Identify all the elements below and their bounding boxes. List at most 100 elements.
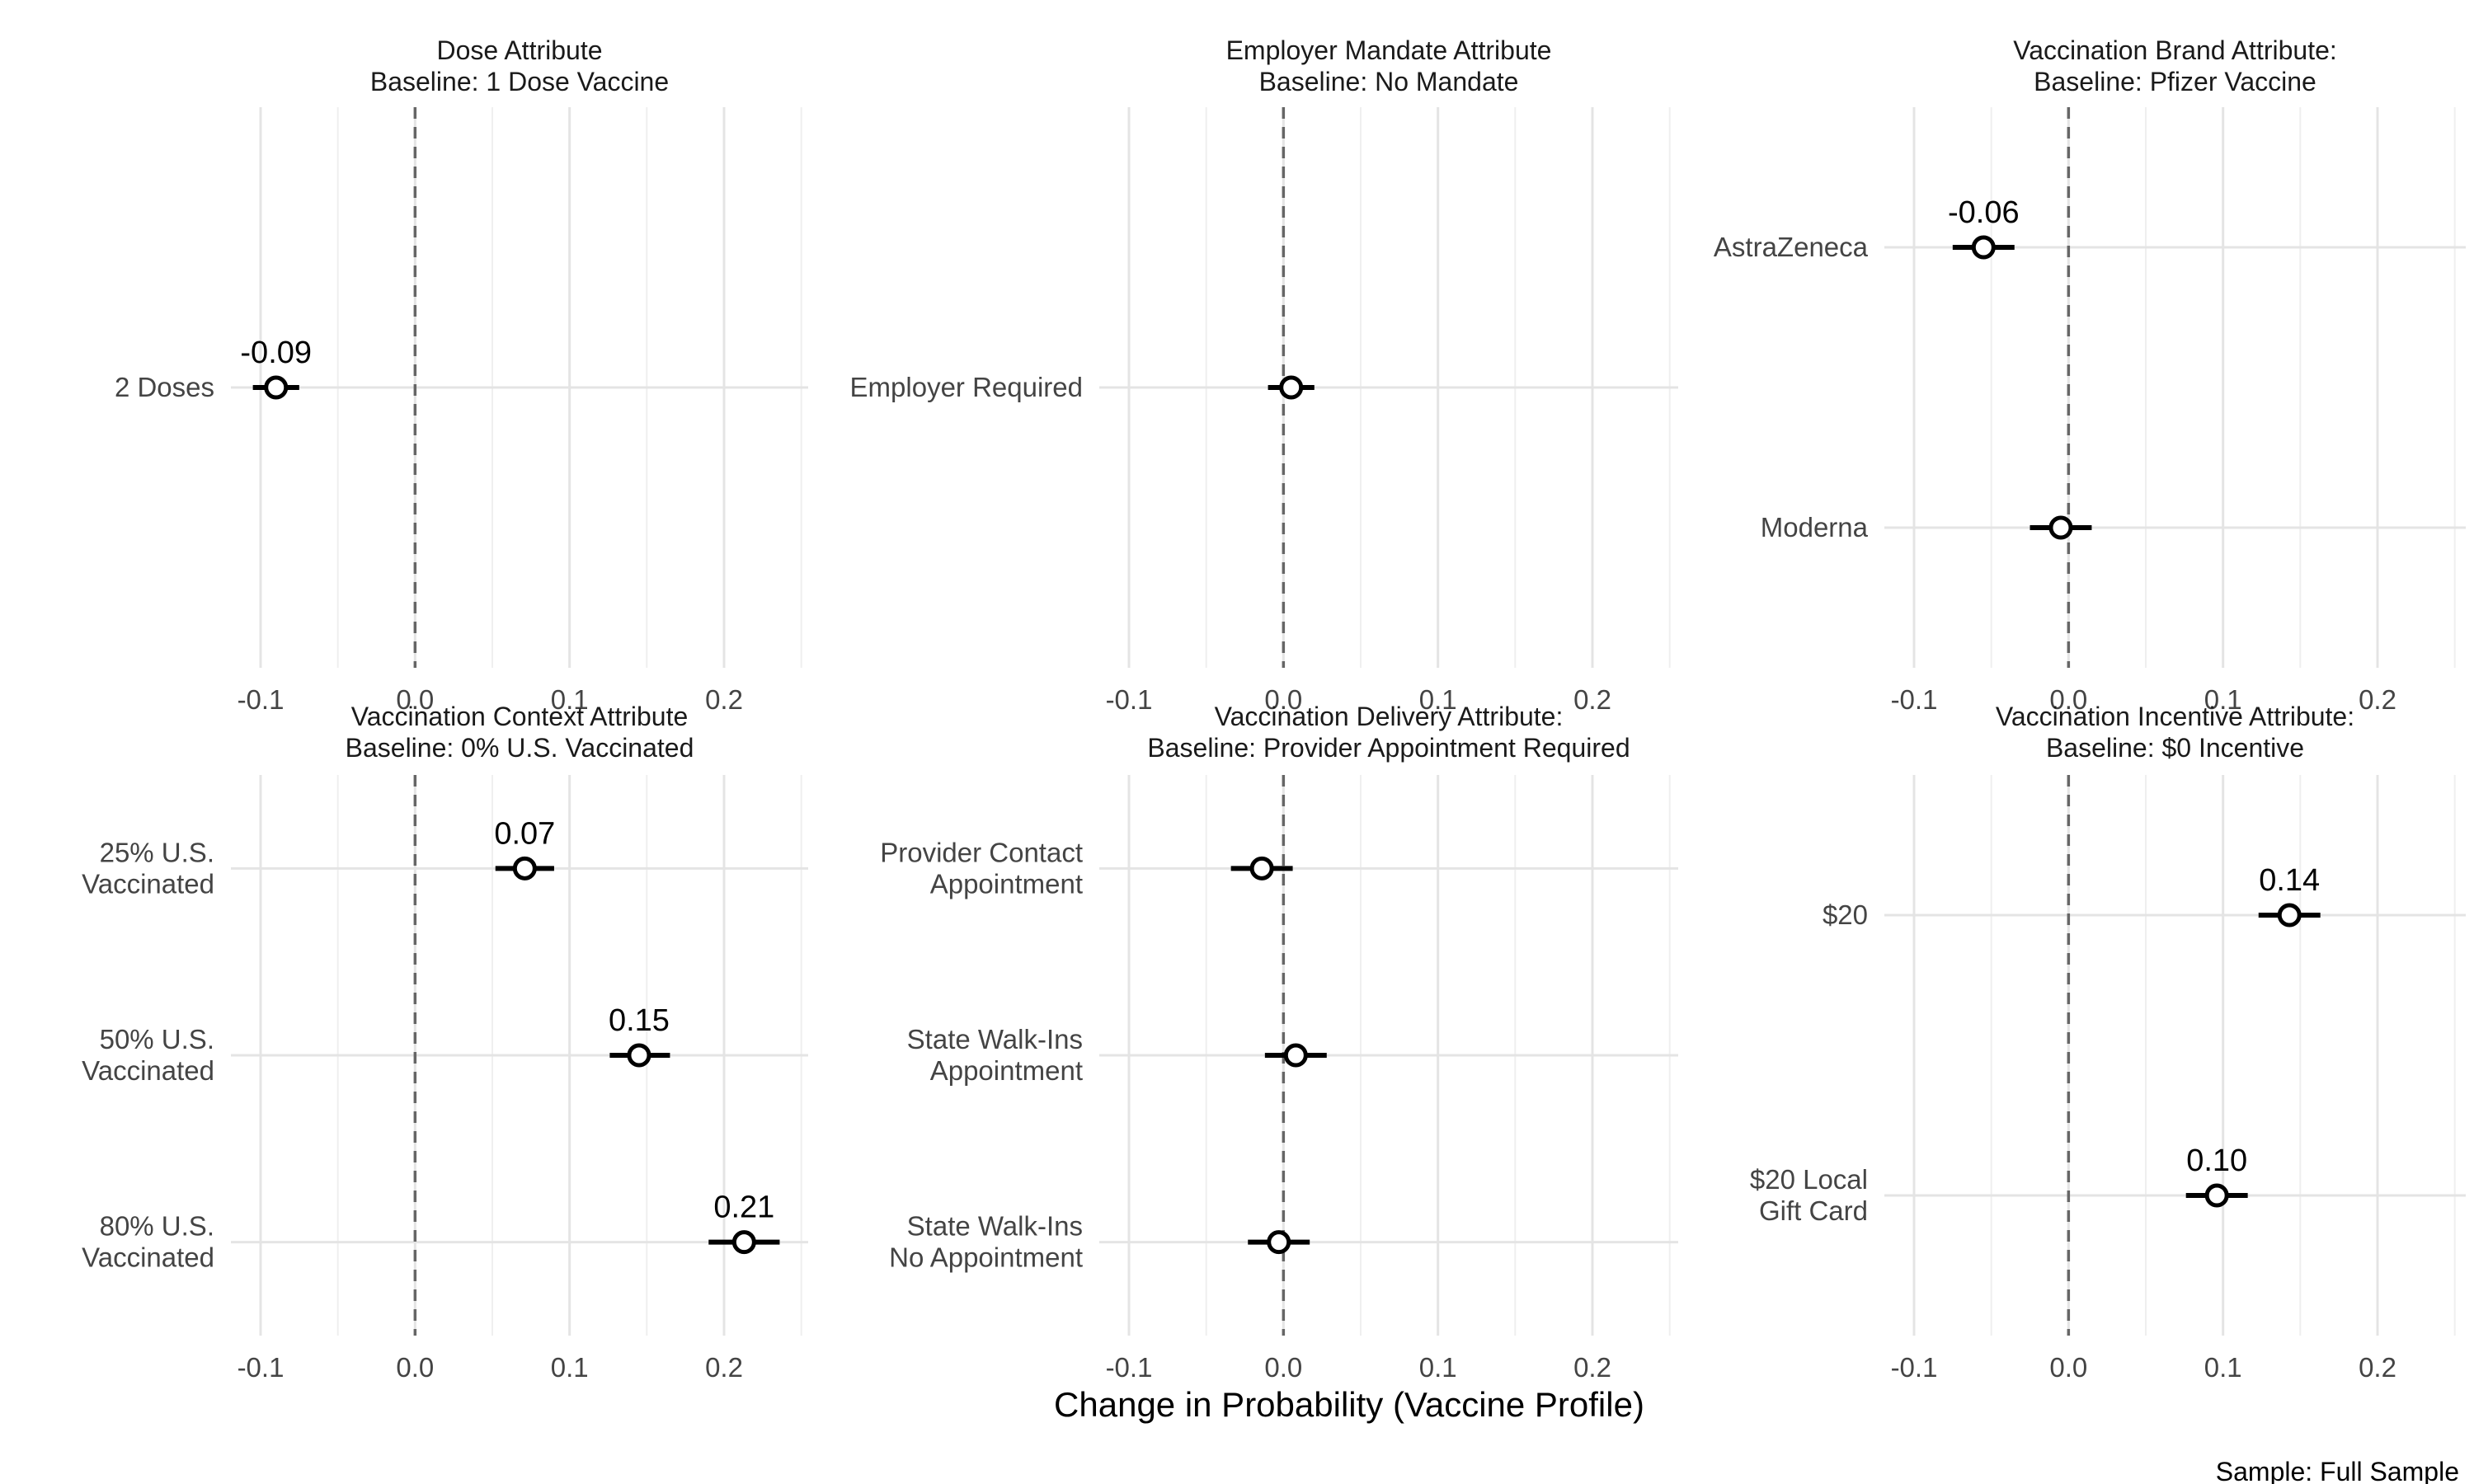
data-label: 0.07 [494,816,555,851]
panel-4: Vaccination Context Attribute Baseline: 0… [82,702,808,1383]
x-tick-label: -0.1 [1891,684,1938,715]
panel-2: Employer Mandate Attribute Baseline: No M… [850,35,1678,715]
x-tick-label: 0.2 [1573,1352,1611,1383]
x-tick-label: -0.1 [238,1352,285,1383]
y-tick-label-20: $20 [1823,899,1868,930]
data-label: -0.09 [240,336,312,370]
panel-title-line: Dose Attribute [437,35,603,65]
data-label: 0.21 [713,1190,774,1225]
y-tick-label-moderna: Moderna [1761,512,1869,542]
x-tick-label: 0.1 [551,1352,589,1383]
point-estimate [1267,1230,1291,1255]
x-tick-label: 0.0 [1264,1352,1302,1383]
x-tick-label: -0.1 [238,684,285,715]
y-tick-label-line: Vaccinated [82,1242,214,1273]
panel-3: Vaccination Brand Attribute: Baseline: Pf… [1714,35,2466,715]
point-estimate [2204,1183,2229,1208]
y-tick-label-line: State Walk-Ins [907,1024,1083,1054]
x-tick-label: 0.2 [1573,684,1611,715]
y-tick-label-line: Appointment [930,1055,1083,1086]
panel-title-line: Baseline: $0 Incentive [2046,733,2304,763]
panel-title-line: Vaccination Delivery Attribute: [1215,702,1564,731]
x-tick-label: -0.1 [1106,684,1153,715]
data-label: 0.10 [2186,1144,2247,1178]
panel-title-line: Baseline: 0% U.S. Vaccinated [346,733,694,763]
x-tick-label: 0.0 [396,684,434,715]
y-tick-label-line: Vaccinated [82,1055,214,1086]
x-tick-label: 0.0 [2049,684,2087,715]
panel-5: Vaccination Delivery Attribute: Baseline:… [880,702,1678,1383]
point-estimate [1249,856,1274,881]
y-tick-label-state-walk-ins-no-appointment: State Walk-Ins No Appointment [889,1211,1083,1273]
y-tick-label-line: Moderna [1761,512,1869,542]
panel-title-line: Employer Mandate Attribute [1226,35,1552,65]
point-estimate [627,1043,651,1068]
x-tick-label: 0.2 [2359,1352,2396,1383]
data-label: 0.15 [609,1003,670,1038]
y-tick-label-line: $20 [1823,899,1868,930]
panel-title: Dose Attribute Baseline: 1 Dose Vaccine [370,35,669,96]
data-label: 0.14 [2259,863,2320,898]
panel-1: Dose Attribute Baseline: 1 Dose Vaccine -0… [115,35,808,715]
y-tick-label-line: 25% U.S. [100,837,214,867]
y-tick-label-line: AstraZeneca [1714,232,1869,262]
point-estimate [512,856,537,881]
x-tick-label: 0.0 [1264,684,1302,715]
y-tick-label-line: Employer Required [850,372,1083,402]
y-tick-label-80-u-s-vaccinated: 80% U.S. Vaccinated [82,1211,214,1273]
x-tick-label: 0.1 [1419,1352,1457,1383]
x-tick-label: 0.1 [1419,684,1457,715]
x-tick-label: 0.2 [705,684,743,715]
y-tick-label-line: Provider Contact [880,837,1083,867]
y-tick-label-line: No Appointment [889,1242,1083,1273]
point-estimate [2277,903,2302,928]
panel-title: Vaccination Delivery Attribute: Baseline:… [1147,702,1630,763]
y-tick-label-line: State Walk-Ins [907,1211,1083,1242]
caption: Sample: Full Sample [2216,1457,2459,1484]
point-estimate [1279,375,1304,400]
data-label: -0.06 [1948,195,2020,230]
y-tick-label-line: 2 Doses [115,372,214,402]
y-tick-label-20-local-gift-card: $20 Local Gift Card [1750,1164,1868,1226]
panel-title: Employer Mandate Attribute Baseline: No M… [1226,35,1552,96]
panel-title-line: Baseline: Provider Appointment Required [1147,733,1630,763]
y-tick-label-employer-required: Employer Required [850,372,1083,402]
panel-title: Vaccination Context Attribute Baseline: 0… [346,702,694,763]
x-tick-label: 0.1 [2204,684,2242,715]
y-tick-label-state-walk-ins-appointment: State Walk-Ins Appointment [907,1024,1083,1086]
panel-title-line: Baseline: Pfizer Vaccine [2034,67,2316,96]
y-tick-label-25-u-s-vaccinated: 25% U.S. Vaccinated [82,837,214,899]
x-axis-label: Change in Probability (Vaccine Profile) [1054,1385,1644,1424]
x-tick-label: 0.1 [2204,1352,2242,1383]
y-tick-label-line: 50% U.S. [100,1024,214,1054]
y-tick-label-line: $20 Local [1750,1164,1868,1195]
facet-panels: Dose Attribute Baseline: 1 Dose Vaccine -0… [82,35,2466,1383]
y-tick-label-line: Gift Card [1759,1195,1868,1226]
panel-title-line: Baseline: No Mandate [1259,67,1519,96]
y-tick-label-50-u-s-vaccinated: 50% U.S. Vaccinated [82,1024,214,1086]
panel-6: Vaccination Incentive Attribute: Baseline… [1750,702,2466,1383]
point-estimate [1971,235,1996,260]
y-tick-label-provider-contact-appointment: Provider Contact Appointment [880,837,1083,899]
y-tick-label-2-doses: 2 Doses [115,372,214,402]
x-tick-label: -0.1 [1891,1352,1938,1383]
point-estimate [1283,1043,1308,1068]
x-tick-label: 0.2 [2359,684,2396,715]
x-tick-label: 0.2 [705,1352,743,1383]
panel-title-line: Vaccination Incentive Attribute: [1996,702,2354,731]
panel-title: Vaccination Incentive Attribute: Baseline… [1996,702,2354,763]
y-tick-label-astrazeneca: AstraZeneca [1714,232,1869,262]
y-tick-label-line: Vaccinated [82,868,214,899]
y-tick-label-line: 80% U.S. [100,1211,214,1242]
x-tick-label: 0.0 [2049,1352,2087,1383]
point-estimate [731,1230,756,1255]
panel-title: Vaccination Brand Attribute: Baseline: Pf… [2013,35,2337,96]
panel-title-line: Vaccination Brand Attribute: [2013,35,2337,65]
x-tick-label: -0.1 [1106,1352,1153,1383]
panel-title-line: Vaccination Context Attribute [351,702,689,731]
x-tick-label: 0.1 [551,684,589,715]
panel-title-line: Baseline: 1 Dose Vaccine [370,67,669,96]
x-tick-label: 0.0 [396,1352,434,1383]
point-estimate [264,375,289,400]
point-estimate [2048,515,2073,540]
